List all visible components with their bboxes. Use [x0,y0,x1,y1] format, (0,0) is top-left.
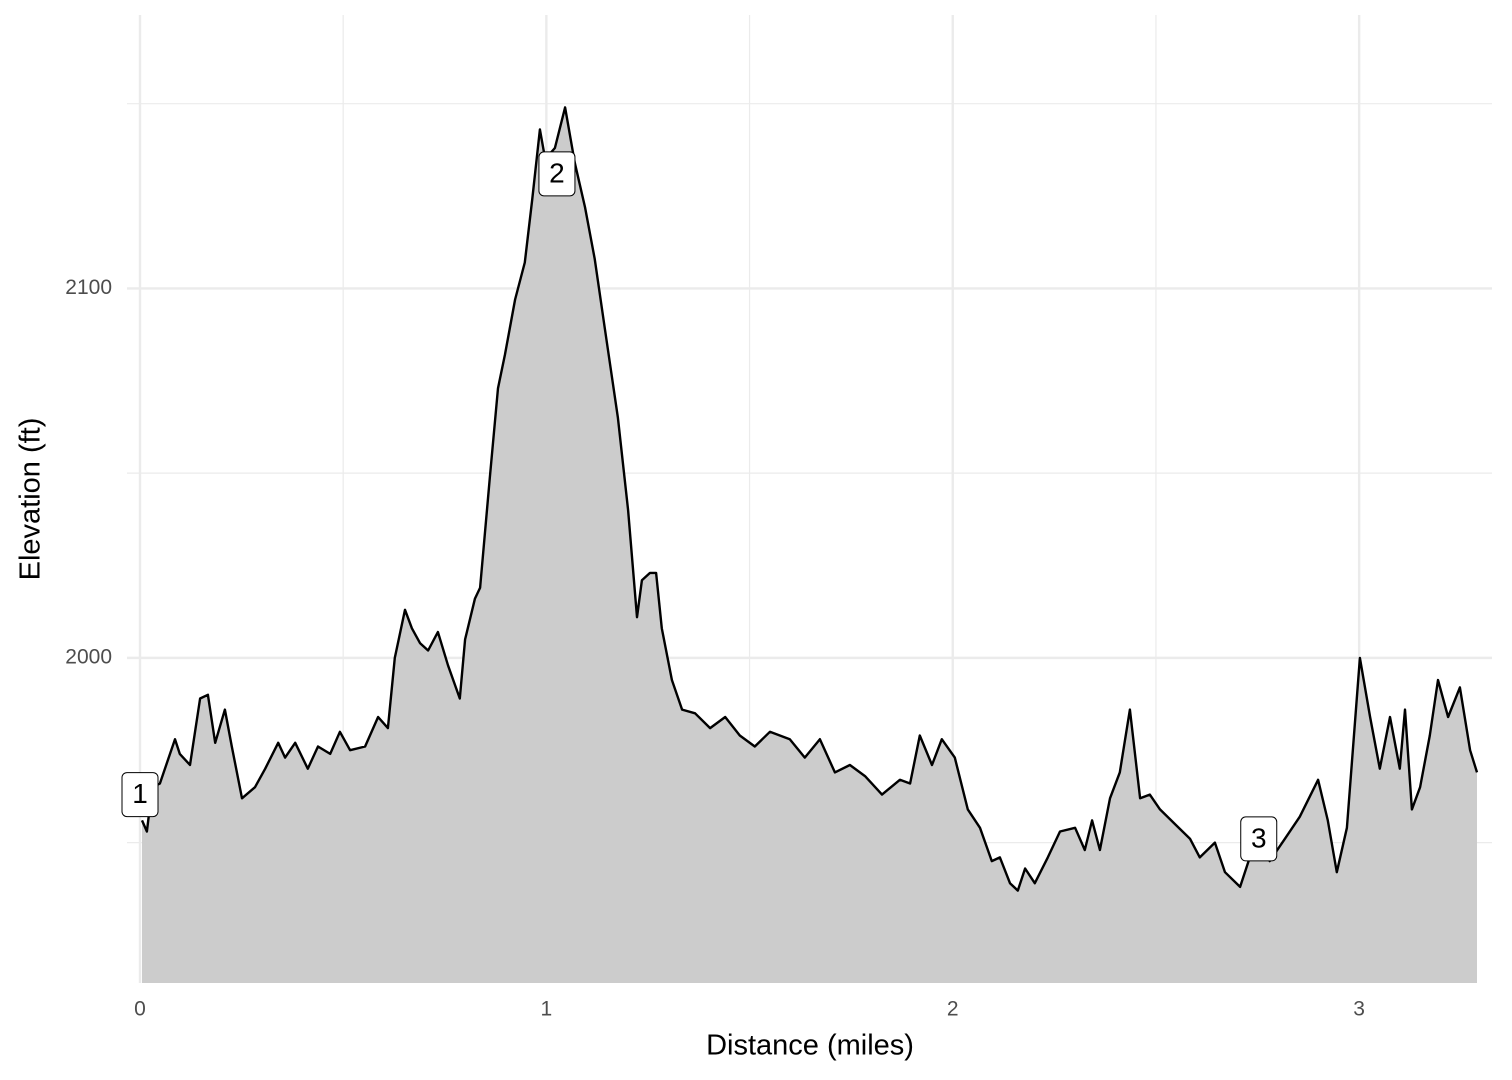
annotation-label: 1 [132,778,148,809]
x-tick-label: 0 [134,998,146,1021]
area-fill [142,107,1477,983]
x-tick-label: 1 [541,998,553,1021]
annotation-label: 3 [1251,822,1267,853]
annotation: 3 [1240,816,1278,862]
annotation-box [1240,816,1278,862]
x-tick-label: 3 [1353,998,1365,1021]
annotation-box [121,772,159,818]
y-axis-title: Elevation (ft) [15,418,47,581]
x-axis-title: Distance (miles) [706,1030,914,1062]
annotation: 2 [538,151,576,197]
y-tick-label: 2100 [65,276,112,299]
x-tick-label: 2 [947,998,959,1021]
annotation-label: 2 [549,157,565,188]
y-tick-label: 2000 [65,645,112,668]
annotation: 1 [121,772,159,818]
annotation-box [538,151,576,197]
